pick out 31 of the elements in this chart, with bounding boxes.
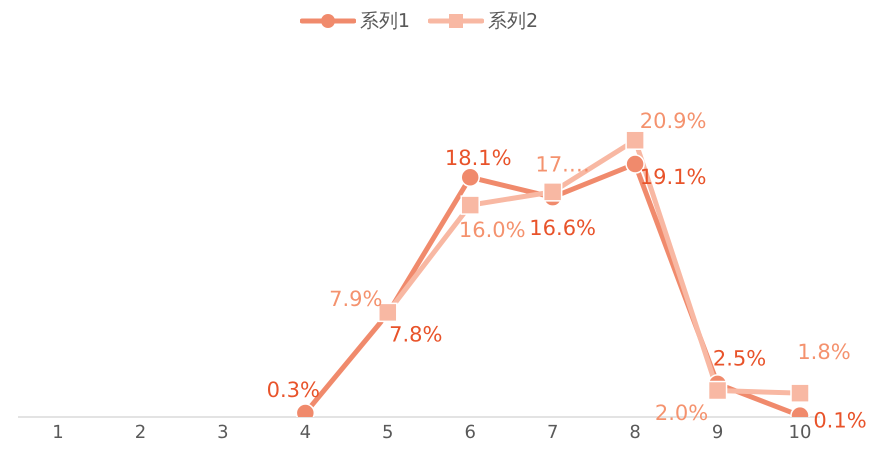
- data-label: 20.9%: [640, 108, 706, 133]
- data-label: 16.6%: [529, 216, 596, 240]
- data-label: 19.1%: [640, 164, 706, 189]
- x-tick-label: 10: [788, 422, 812, 443]
- data-label: 16.0%: [458, 218, 526, 242]
- data-label: 17.…: [535, 152, 590, 177]
- legend-label: 系列2: [487, 9, 538, 34]
- data-label: 2.5%: [712, 346, 766, 371]
- point: [625, 130, 645, 150]
- x-tick-label: 9: [712, 422, 724, 443]
- x-tick-label: 1: [52, 422, 64, 443]
- data-label: 2.0%: [654, 401, 708, 426]
- x-tick-label: 8: [629, 422, 641, 443]
- point: [708, 380, 728, 400]
- data-label: 18.1%: [444, 146, 512, 170]
- data-label: 7.9%: [329, 287, 382, 312]
- data-label: 0.1%: [813, 408, 867, 432]
- data-label: 7.8%: [389, 322, 442, 346]
- x-tick-label: 5: [382, 422, 394, 443]
- x-tick-label: 4: [300, 422, 312, 443]
- point: [460, 168, 480, 188]
- data-label: 0.3%: [266, 378, 320, 402]
- legend-label: 系列1: [358, 9, 410, 34]
- point: [542, 182, 562, 202]
- data-label: 1.8%: [797, 340, 851, 364]
- x-tick-label: 3: [217, 422, 229, 443]
- x-tick-label: 7: [546, 422, 558, 443]
- point: [790, 383, 810, 403]
- point: [460, 195, 480, 215]
- x-tick-label: 2: [134, 422, 146, 443]
- x-tick-label: 6: [464, 422, 476, 443]
